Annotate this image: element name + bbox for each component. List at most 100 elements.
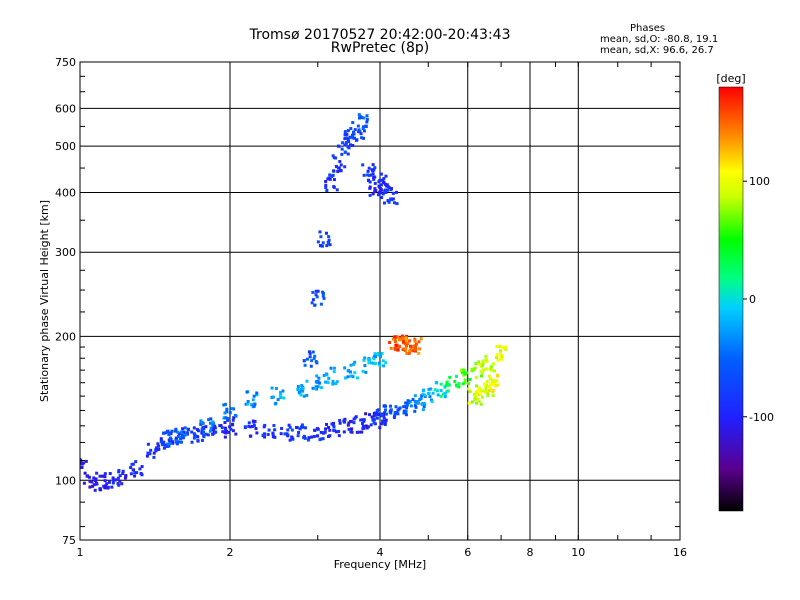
scatter-point: [214, 430, 218, 434]
scatter-point: [470, 369, 474, 373]
scatter-point: [382, 419, 386, 423]
scatter-point: [347, 140, 351, 144]
y-tick-label: 75: [62, 534, 76, 547]
scatter-point: [499, 357, 503, 361]
scatter-point: [204, 432, 208, 436]
scatter-point: [492, 369, 496, 373]
scatter-point: [310, 435, 314, 439]
scatter-point: [398, 344, 402, 348]
scatter-point: [405, 351, 409, 355]
scatter-point: [92, 483, 96, 487]
scatter-point: [149, 448, 153, 452]
scatter-point: [315, 427, 319, 431]
scatter-point: [173, 429, 177, 433]
scatter-point: [374, 189, 378, 193]
scatter-point: [224, 431, 228, 435]
scatter-point: [408, 349, 412, 353]
scatter-point: [308, 352, 312, 356]
scatter-point: [313, 428, 317, 432]
scatter-point: [308, 355, 312, 359]
scatter-point: [105, 482, 109, 486]
scatter-point: [279, 432, 283, 436]
scatter-point: [405, 403, 409, 407]
scatter-point: [384, 408, 388, 412]
scatter-point: [476, 393, 480, 397]
x-tick-label: 1: [77, 546, 84, 559]
scatter-point: [121, 469, 125, 473]
scatter-point: [394, 343, 398, 347]
scatter-point: [223, 411, 227, 415]
scatter-point: [351, 143, 355, 147]
scatter-point: [413, 394, 417, 398]
scatter-point: [305, 379, 309, 383]
scatter-point: [298, 427, 302, 431]
scatter-point: [416, 401, 420, 405]
scatter-point: [423, 402, 427, 406]
scatter-point: [347, 421, 351, 425]
scatter-point: [328, 177, 332, 181]
scatter-point: [261, 433, 265, 437]
scatter-point: [296, 384, 300, 388]
scatter-point: [481, 362, 485, 366]
scatter-point: [211, 420, 215, 424]
scatter-point: [362, 125, 366, 129]
scatter-point: [474, 396, 478, 400]
scatter-point: [477, 386, 481, 390]
scatter-point: [413, 404, 417, 408]
scatter-point: [196, 435, 200, 439]
scatter-point: [327, 376, 331, 380]
scatter-point: [499, 349, 503, 353]
scatter-point: [369, 423, 373, 427]
scatter-point: [316, 434, 320, 438]
scatter-point: [429, 387, 433, 391]
scatter-point: [231, 407, 235, 411]
scatter-point: [352, 132, 356, 136]
scatter-point: [299, 393, 303, 397]
scatter-point: [336, 144, 340, 148]
colorbar: [deg] 100 0 -100: [716, 72, 774, 512]
scatter-point: [73, 453, 76, 456]
scatter-point: [74, 460, 77, 463]
scatter-point: [419, 397, 423, 401]
scatter-point: [462, 373, 466, 377]
scatter-point: [324, 380, 328, 384]
scatter-point: [280, 426, 284, 430]
scatter-point: [283, 432, 287, 436]
scatter-point: [504, 345, 508, 349]
scatter-point: [156, 442, 160, 446]
scatter-point: [370, 415, 374, 419]
scatter-point: [300, 425, 304, 429]
scatter-point: [368, 413, 372, 417]
scatter-point: [222, 403, 226, 407]
scatter-point: [439, 382, 443, 386]
scatter-point: [175, 439, 179, 443]
scatter-point: [174, 427, 178, 431]
scatter-point: [439, 389, 443, 393]
scatter-point: [358, 130, 362, 134]
y-tick-label: 750: [55, 56, 76, 69]
scatter-point: [282, 396, 286, 400]
scatter-point: [394, 340, 398, 344]
scatter-point: [372, 357, 376, 361]
scatter-point: [200, 421, 204, 425]
scatter-point: [133, 474, 137, 478]
scatter-point: [118, 479, 122, 483]
scatter-point: [405, 334, 409, 338]
scatter-point: [346, 423, 350, 427]
scatter-point: [315, 374, 319, 378]
scatter-point: [160, 440, 164, 444]
scatter-point: [360, 136, 364, 140]
scatter-point: [80, 466, 84, 470]
scatter-point: [357, 128, 361, 132]
scatter-point: [162, 446, 166, 450]
scatter-point: [243, 425, 247, 429]
scatter-point: [361, 127, 365, 131]
scatter-point: [359, 132, 363, 136]
scatter-point: [324, 179, 328, 183]
scatter-point: [181, 436, 185, 440]
scatter-point: [353, 128, 357, 132]
scatter-point: [484, 388, 488, 392]
scatter-point: [404, 342, 408, 346]
scatter-point: [377, 361, 381, 365]
colorbar-ticks: 100 0 -100: [743, 175, 774, 424]
